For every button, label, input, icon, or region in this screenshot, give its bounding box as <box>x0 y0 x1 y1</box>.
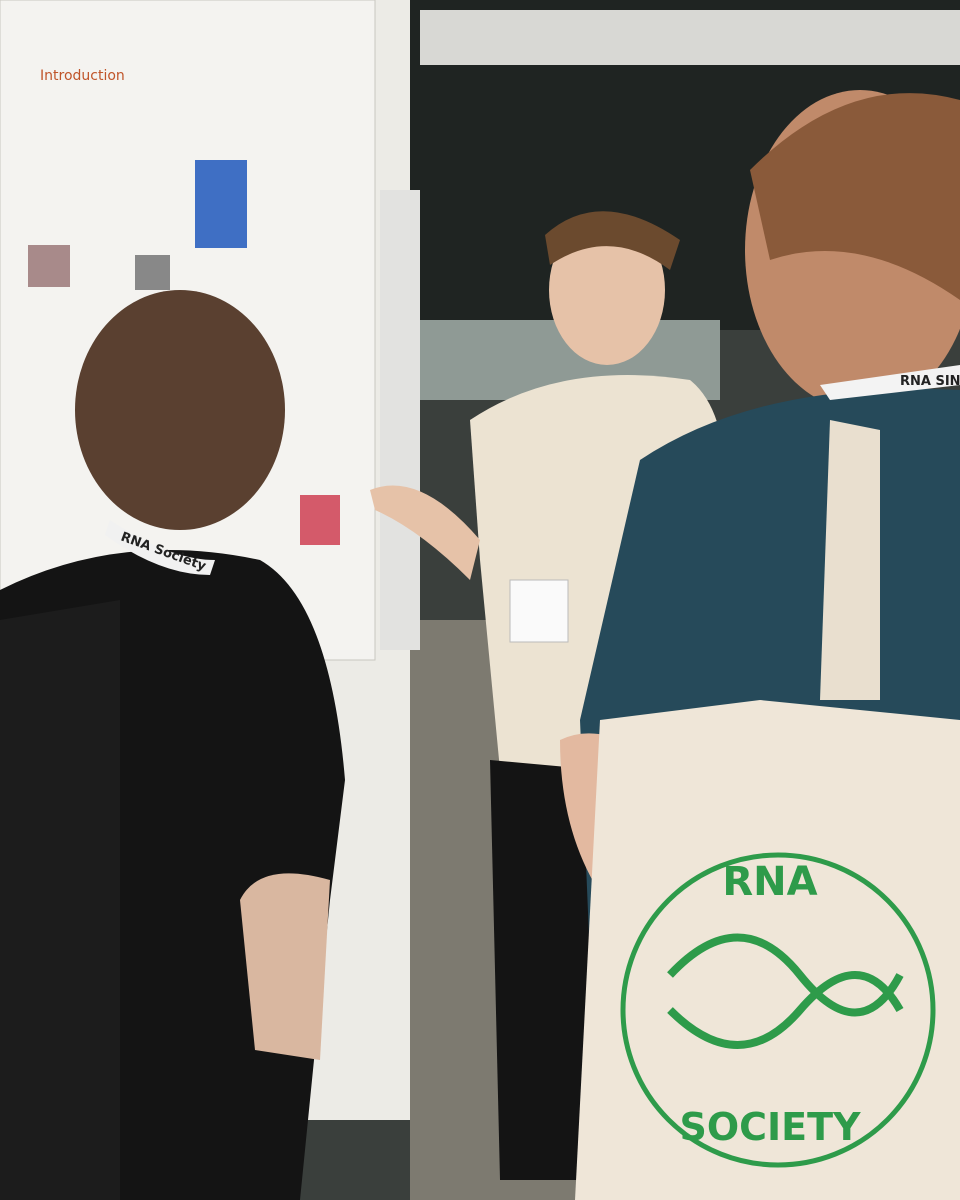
poster-heading: Introduction <box>40 68 125 84</box>
woman-head <box>75 290 285 530</box>
poster-figure <box>195 160 247 248</box>
bag-text: SOCIETY <box>679 1105 861 1149</box>
name-badge <box>509 579 569 643</box>
man-trousers <box>490 760 600 1180</box>
backpack <box>0 600 120 1200</box>
man-hand <box>370 485 480 580</box>
tote-strap <box>820 420 880 700</box>
lanyard-text: RNA SINGA <box>900 374 960 389</box>
poster-figure <box>135 255 170 290</box>
dna-helix <box>667 933 904 1017</box>
bag-logo-ring <box>620 852 936 1168</box>
poster-figure <box>28 245 70 287</box>
wall-panels <box>420 10 960 65</box>
lanyard <box>820 365 960 400</box>
bag-text: RNA <box>722 859 817 905</box>
lanyard <box>105 520 215 575</box>
dna-helix <box>667 971 904 1049</box>
side-banner <box>380 190 420 650</box>
man-head <box>549 215 665 365</box>
man-hair <box>545 211 680 270</box>
right-man-hair <box>750 93 960 300</box>
poster-figure <box>300 495 340 545</box>
woman-arm <box>240 873 330 1060</box>
